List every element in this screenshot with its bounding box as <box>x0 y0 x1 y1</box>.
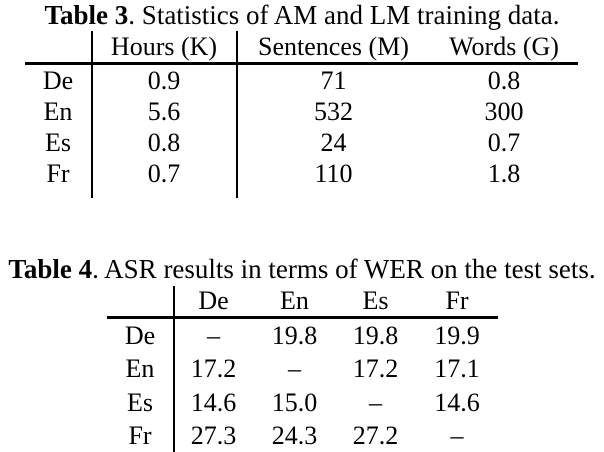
table3-header-rule <box>25 62 578 65</box>
cell-value: 14.6 <box>190 387 237 417</box>
cell-value: 17.2 <box>190 354 237 384</box>
cell-value: 14.6 <box>434 387 480 417</box>
table4-header-de: De <box>198 286 229 315</box>
table4-row-es: Es 14.6 15.0 – 14.6 <box>107 386 498 419</box>
cell-value: 19.9 <box>434 321 480 350</box>
row-label: Fr <box>46 159 70 188</box>
cell-value: 19.8 <box>352 321 399 350</box>
cell-value: 19.8 <box>271 321 318 350</box>
table3-caption-text: . Statistics of AM and LM training data. <box>128 0 560 30</box>
table3-caption: Table 3. Statistics of AM and LM trainin… <box>0 0 604 30</box>
table4-caption: Table 4. ASR results in terms of WER on … <box>0 254 604 284</box>
cell-value: 17.2 <box>352 354 399 384</box>
row-label: Es <box>45 128 71 157</box>
row-label: Es <box>127 387 153 417</box>
cell-value: 532 <box>314 97 353 126</box>
table3-row-es: Es 0.8 24 0.7 <box>25 127 578 158</box>
table4-header-en: En <box>280 286 309 315</box>
table3-header-sentences: Sentences (M) <box>258 32 409 61</box>
table4-header-fr: Fr <box>445 286 469 315</box>
cell-value: 15.0 <box>271 387 318 417</box>
table4-row-en: En 17.2 – 17.2 17.1 <box>107 352 498 385</box>
table3-row-de: De 0.9 71 0.8 <box>25 65 578 96</box>
cell-value: 0.7 <box>147 159 181 188</box>
cell-value: 27.2 <box>352 421 399 451</box>
table3-row-en: En 5.6 532 300 <box>25 96 578 127</box>
row-label: En <box>43 97 73 126</box>
cell-value: 110 <box>314 159 353 188</box>
cell-value: 27.3 <box>190 421 237 451</box>
table4-row-fr: Fr 27.3 24.3 27.2 – <box>107 419 498 452</box>
cell-value: 1.8 <box>487 159 521 188</box>
table3-caption-number: Table 3 <box>44 0 129 30</box>
cell-value: 0.9 <box>147 66 181 95</box>
cell-value: 24 <box>320 128 347 157</box>
cell-value: – <box>450 421 464 451</box>
row-label: De <box>124 321 156 350</box>
table4-header-row: De En Es Fr <box>107 286 498 316</box>
table3-vertical-rule-1 <box>91 31 93 198</box>
cell-value: – <box>369 387 382 417</box>
row-label: Fr <box>128 421 152 451</box>
table4-header-es: Es <box>362 286 389 315</box>
cell-value: 0.8 <box>487 66 521 95</box>
cell-value: 300 <box>484 97 524 126</box>
cell-value: 0.8 <box>147 128 181 157</box>
table3-header-row: Hours (K) Sentences (M) Words (G) <box>25 31 578 62</box>
table3-header-hours: Hours (K) <box>110 32 218 61</box>
cell-value: – <box>288 354 301 384</box>
cell-value: – <box>207 321 220 350</box>
row-label: De <box>42 66 74 95</box>
table3-header-words: Words (G) <box>449 32 559 61</box>
table4-caption-text: . ASR results in terms of WER on the tes… <box>92 254 596 284</box>
table3-vertical-rule-2 <box>236 31 238 198</box>
cell-value: 0.7 <box>487 128 521 157</box>
row-label: En <box>125 354 155 384</box>
table4-row-de: De – 19.8 19.8 19.9 <box>107 319 498 352</box>
cell-value: 17.1 <box>434 354 480 384</box>
cell-value: 5.6 <box>147 97 181 126</box>
table4-vertical-rule <box>173 286 175 452</box>
table4-header-rule <box>107 316 498 319</box>
table4-caption-number: Table 4 <box>8 254 93 284</box>
cell-value: 71 <box>320 66 347 95</box>
cell-value: 24.3 <box>271 421 318 451</box>
table3-row-fr: Fr 0.7 110 1.8 <box>25 158 578 189</box>
